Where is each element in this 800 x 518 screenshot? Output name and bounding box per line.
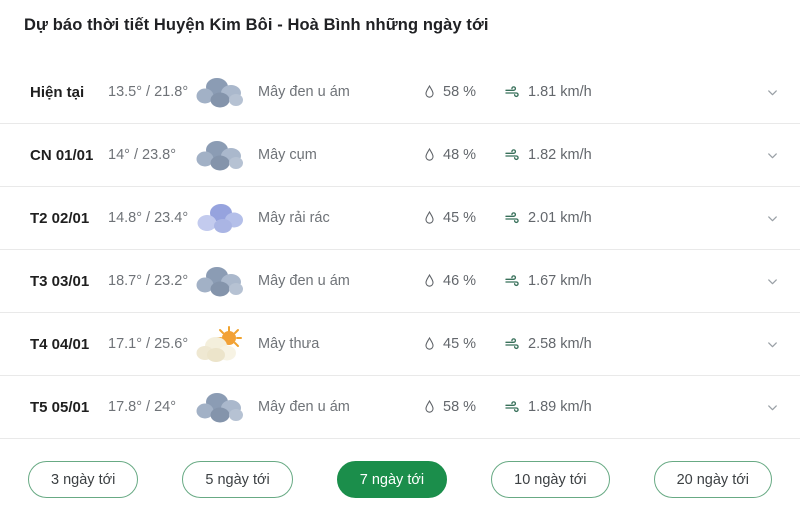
- wind-speed-value: 1.89 km/h: [528, 399, 592, 415]
- day-label: T3 03/01: [30, 272, 90, 290]
- droplet-icon: [423, 399, 436, 415]
- droplet-icon: [423, 273, 436, 289]
- droplet-icon: [423, 210, 436, 226]
- forecast-row[interactable]: T4 04/01 17.1° / 25.6° Mây thưa 45 %: [0, 313, 800, 376]
- wind-icon: [503, 336, 521, 352]
- temp-range: 14.8° / 23.4°: [108, 209, 189, 226]
- wind-speed-value: 1.67 km/h: [528, 273, 592, 289]
- wind-speed-value: 1.81 km/h: [528, 84, 592, 100]
- range-button-7-days[interactable]: 7 ngày tới: [336, 461, 448, 498]
- wind-icon: [503, 273, 521, 289]
- droplet-icon: [423, 84, 436, 100]
- humidity-value: 48 %: [443, 147, 477, 163]
- wind-icon: [503, 399, 521, 415]
- forecast-row[interactable]: T5 05/01 17.8° / 24° Mây đen u ám 58 % 1…: [0, 376, 800, 439]
- temp-range: 17.8° / 24°: [108, 398, 177, 415]
- wind-icon: [503, 84, 521, 100]
- chevron-down-icon[interactable]: [765, 148, 780, 163]
- forecast-row[interactable]: CN 01/01 14° / 23.8° Mây cụm 48 % 1.82 k…: [0, 124, 800, 187]
- condition-label: Mây đen u ám: [258, 84, 350, 100]
- chevron-down-icon[interactable]: [765, 337, 780, 352]
- wind-speed-value: 2.01 km/h: [528, 210, 592, 226]
- humidity-value: 58 %: [443, 84, 477, 100]
- broken-clouds-icon: [196, 137, 258, 173]
- day-label: Hiện tại: [30, 83, 85, 101]
- wind-speed-value: 1.82 km/h: [528, 147, 592, 163]
- overcast-clouds-icon: [196, 263, 258, 299]
- range-button-5-days[interactable]: 5 ngày tới: [182, 461, 293, 498]
- range-button-10-days[interactable]: 10 ngày tới: [491, 461, 610, 498]
- condition-label: Mây thưa: [258, 336, 320, 352]
- range-button-3-days[interactable]: 3 ngày tới: [28, 461, 139, 498]
- forecast-table: Hiện tại 13.5° / 21.8° Mây đen u ám 58 %…: [0, 61, 800, 439]
- temp-range: 14° / 23.8°: [108, 146, 177, 163]
- range-bar: 3 ngày tới 5 ngày tới 7 ngày tới 10 ngày…: [0, 461, 800, 498]
- overcast-clouds-icon: [196, 389, 258, 425]
- humidity-value: 45 %: [443, 336, 477, 352]
- condition-label: Mây rải rác: [258, 210, 330, 226]
- humidity-value: 58 %: [443, 399, 477, 415]
- day-label: T4 04/01: [30, 335, 90, 353]
- temp-range: 18.7° / 23.2°: [108, 272, 189, 289]
- wind-speed-value: 2.58 km/h: [528, 336, 592, 352]
- chevron-down-icon[interactable]: [765, 211, 780, 226]
- chevron-down-icon[interactable]: [765, 274, 780, 289]
- chevron-down-icon[interactable]: [765, 400, 780, 415]
- forecast-row[interactable]: Hiện tại 13.5° / 21.8° Mây đen u ám 58 %…: [0, 61, 800, 124]
- day-label: T5 05/01: [30, 398, 90, 416]
- forecast-row[interactable]: T2 02/01 14.8° / 23.4° Mây rải rác 45 % …: [0, 187, 800, 250]
- range-button-20-days[interactable]: 20 ngày tới: [653, 461, 772, 498]
- wind-icon: [503, 147, 521, 163]
- temp-range: 13.5° / 21.8°: [108, 83, 189, 100]
- day-label: T2 02/01: [30, 209, 90, 227]
- day-label: CN 01/01: [30, 146, 94, 164]
- wind-icon: [503, 210, 521, 226]
- page-title: Dự báo thời tiết Huyện Kim Bôi - Hoà Bìn…: [24, 16, 489, 34]
- droplet-icon: [423, 147, 436, 163]
- temp-range: 17.1° / 25.6°: [108, 335, 189, 352]
- few-clouds-sun-icon: [196, 324, 258, 364]
- chevron-down-icon[interactable]: [765, 85, 780, 100]
- scattered-clouds-icon: [196, 200, 258, 236]
- humidity-value: 46 %: [443, 273, 477, 289]
- condition-label: Mây cụm: [258, 147, 317, 163]
- condition-label: Mây đen u ám: [258, 273, 350, 289]
- condition-label: Mây đen u ám: [258, 399, 350, 415]
- droplet-icon: [423, 336, 436, 352]
- overcast-clouds-icon: [196, 74, 258, 110]
- forecast-row[interactable]: T3 03/01 18.7° / 23.2° Mây đen u ám 46 %…: [0, 250, 800, 313]
- humidity-value: 45 %: [443, 210, 477, 226]
